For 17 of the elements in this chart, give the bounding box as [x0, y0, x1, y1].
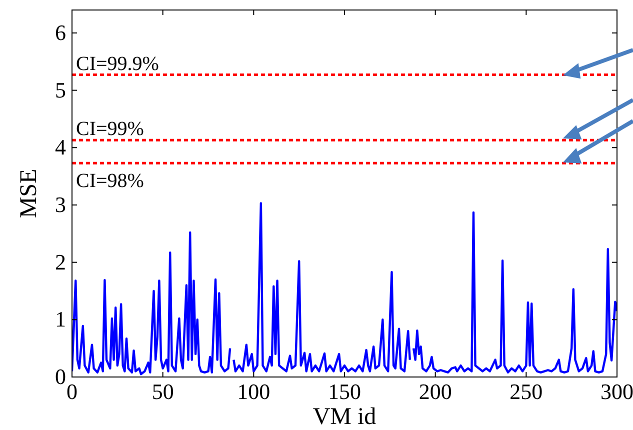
- x-tick-label: 100: [237, 379, 270, 404]
- annotation: CI=98%: [76, 170, 144, 192]
- annotation: CI=99.9%: [76, 52, 159, 75]
- x-tick-label: 150: [328, 379, 361, 404]
- y-tick-label: 5: [55, 77, 66, 102]
- y-tick-label: 4: [55, 134, 66, 160]
- x-tick-label: 200: [418, 379, 452, 404]
- y-tick-label: 1: [55, 306, 66, 332]
- y-tick-label: 3: [55, 192, 66, 217]
- y-axis-title: MSE: [16, 168, 42, 218]
- y-tick-label: 2: [55, 249, 66, 274]
- x-tick-label: 250: [510, 379, 543, 404]
- x-tick-label: 300: [600, 379, 633, 404]
- annotation: CI=99%: [76, 118, 144, 140]
- y-tick-label: 6: [55, 20, 66, 45]
- x-axis-title: VM id: [312, 404, 376, 430]
- x-tick-label: 50: [152, 379, 174, 404]
